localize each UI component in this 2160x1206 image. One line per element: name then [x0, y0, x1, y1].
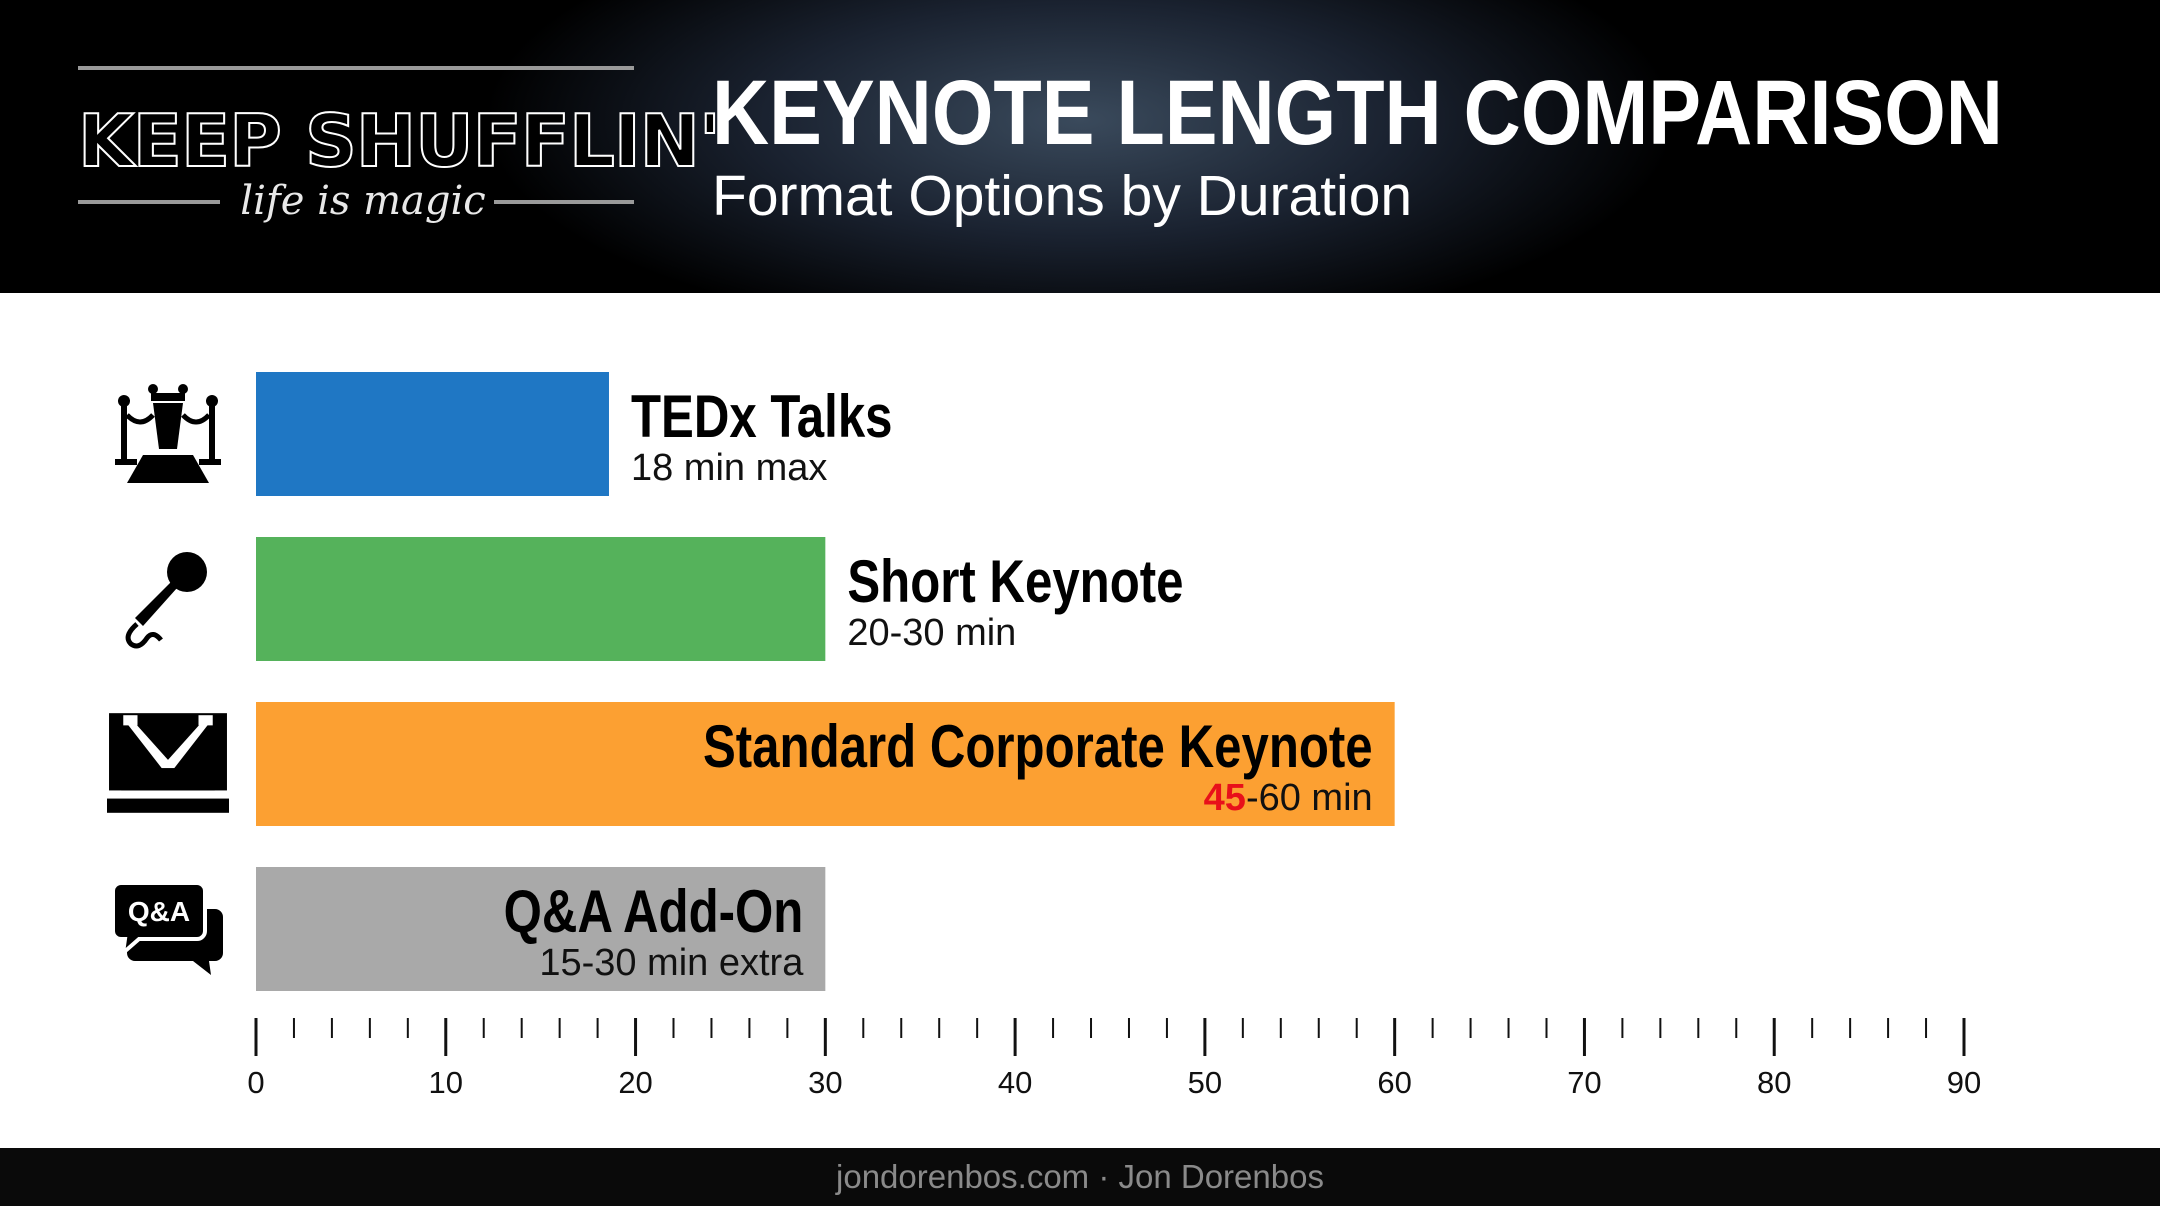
bar-detail-highlight: 45	[1204, 777, 1246, 819]
x-tick-label: 10	[429, 1065, 463, 1100]
logo-tagline: life is magic	[240, 178, 486, 224]
bar-name-label: Q&A Add-On	[504, 877, 804, 945]
footer-bar: jondorenbos.com · Jon Dorenbos	[0, 1148, 2160, 1206]
footer-credit: jondorenbos.com · Jon Dorenbos	[836, 1158, 1324, 1195]
bar	[256, 537, 826, 661]
bar	[256, 867, 826, 991]
microphone-icon	[128, 552, 207, 646]
x-tick-label: 0	[247, 1065, 264, 1100]
header-banner: KEEP SHUFFLIN' life is magic KEYNOTE LEN…	[0, 0, 2160, 293]
qa-chat-icon	[113, 881, 223, 977]
chart-title: KEYNOTE LENGTH COMPARISON	[712, 62, 2003, 164]
podium-icon	[115, 384, 221, 483]
logo-wordmark: KEEP SHUFFLIN'	[77, 98, 722, 184]
x-tick-label: 90	[1947, 1065, 1981, 1100]
chart-subtitle: Format Options by Duration	[712, 164, 1413, 228]
x-tick-label: 40	[998, 1065, 1032, 1100]
logo-left-rule	[78, 200, 220, 204]
bar-name-label: TEDx Talks	[631, 382, 893, 450]
x-tick-label: 60	[1377, 1065, 1411, 1100]
x-tick-label: 70	[1567, 1065, 1601, 1100]
x-axis: 0 10 20 30 40 50 60 70 80 90	[247, 1018, 1981, 1100]
x-tick-label: 20	[618, 1065, 652, 1100]
stage-icon	[107, 713, 229, 813]
bar-detail-label: 20-30 min	[847, 612, 1016, 654]
bar-detail-label: 45-60 min	[1204, 777, 1373, 819]
bar	[256, 702, 1395, 826]
bar-name-label: Short Keynote	[847, 547, 1183, 615]
x-tick-label: 30	[808, 1065, 842, 1100]
logo-top-rule	[78, 66, 634, 70]
bar-name-label: Standard Corporate Keynote	[703, 712, 1373, 780]
bar-detail-rest: -60 min	[1246, 777, 1373, 819]
bar-detail-label: 15-30 min extra	[539, 942, 804, 984]
bar-detail-label: 18 min max	[631, 447, 827, 489]
x-tick-label: 80	[1757, 1065, 1791, 1100]
bar	[256, 372, 609, 496]
logo-right-rule	[494, 200, 634, 204]
x-tick-label: 50	[1188, 1065, 1222, 1100]
